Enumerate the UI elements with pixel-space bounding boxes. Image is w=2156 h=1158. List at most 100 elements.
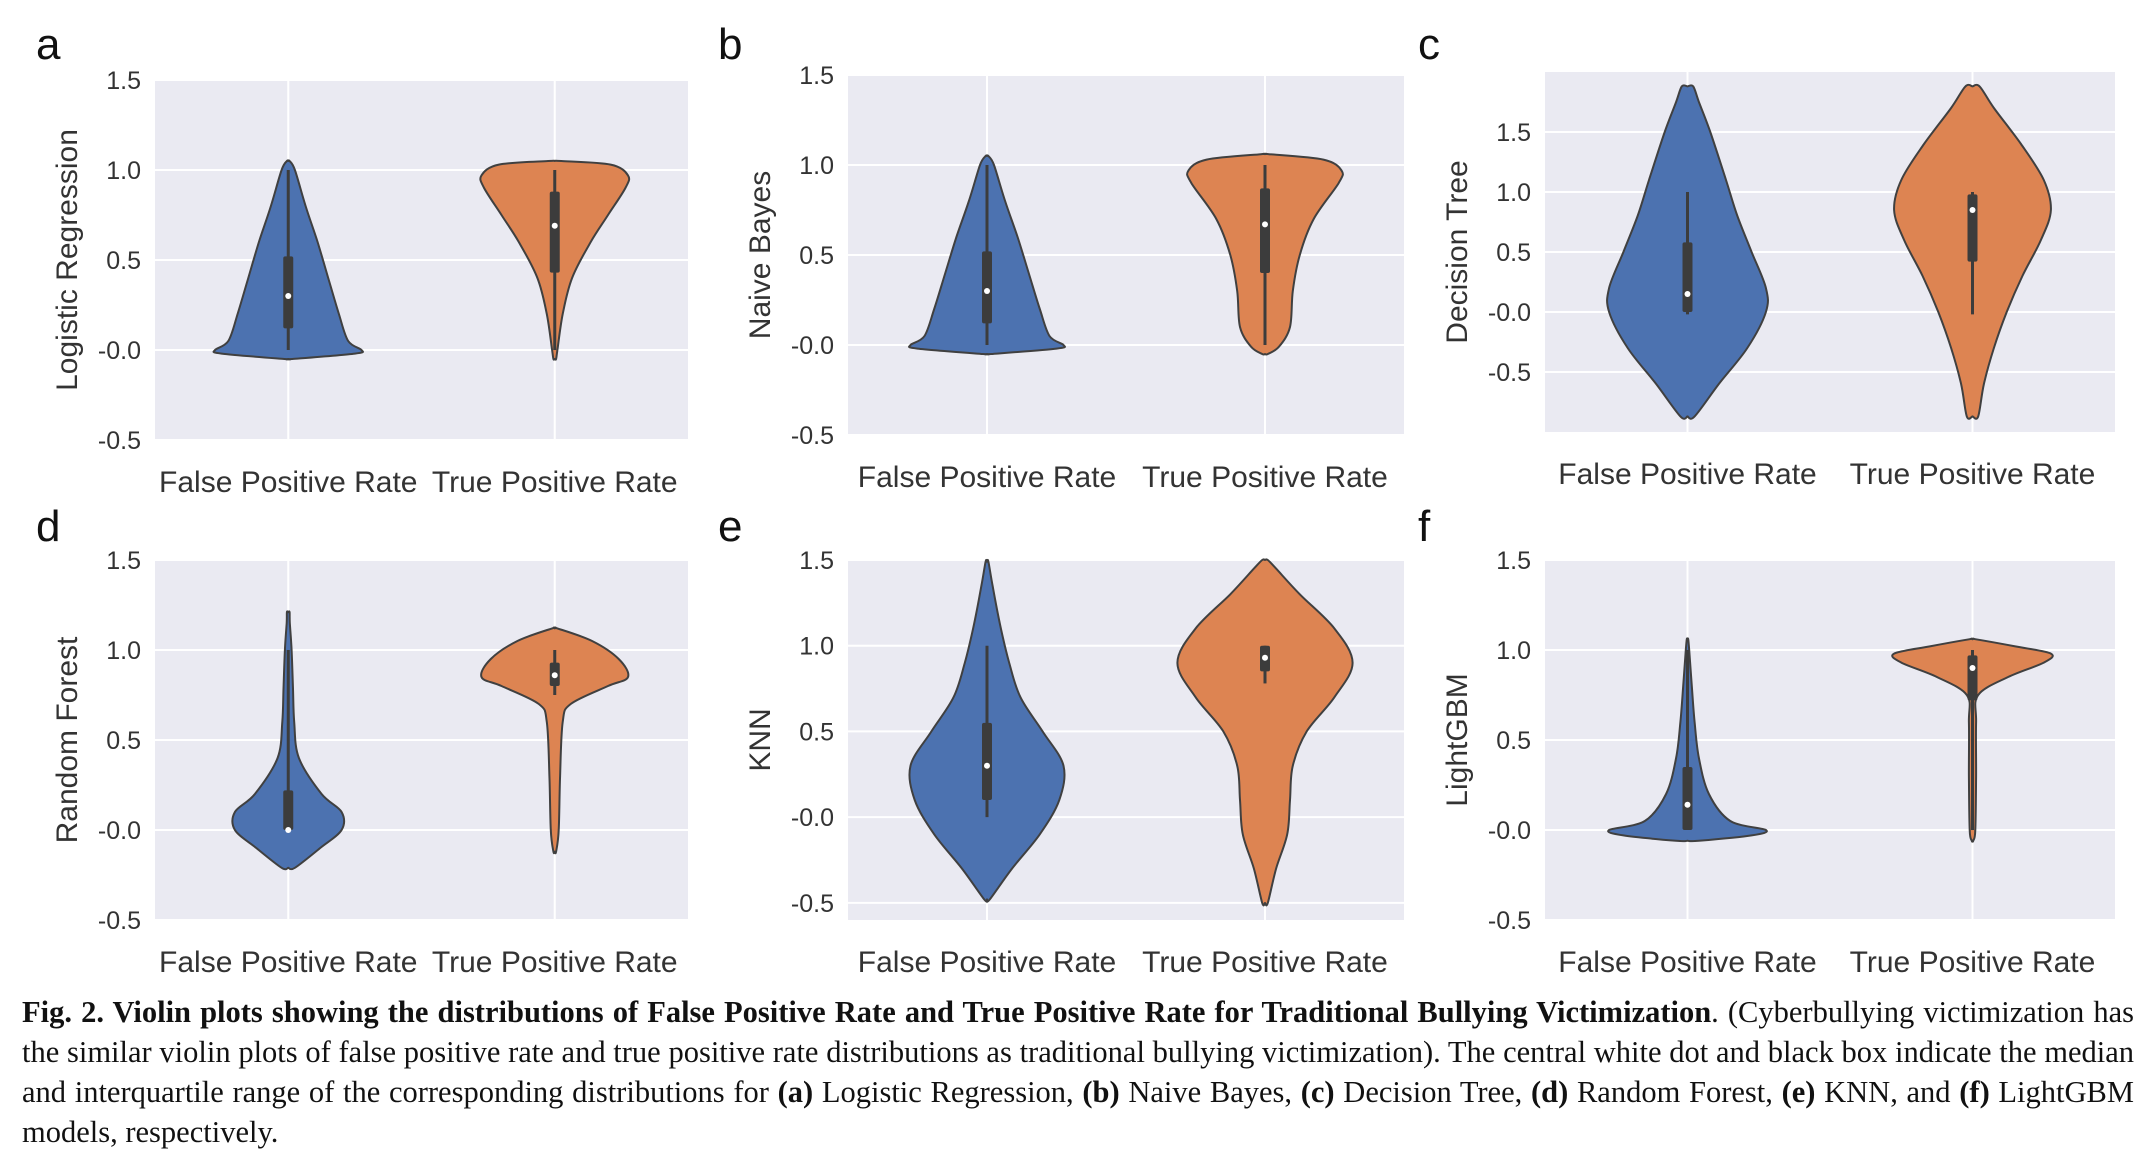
y-tick-label: -0.5 — [98, 427, 141, 455]
caption-ref-c: (c) — [1300, 1075, 1335, 1109]
violin-median-dot — [551, 222, 558, 229]
y-tick-label: -0.0 — [1488, 299, 1531, 327]
y-tick-label: 0.5 — [799, 242, 834, 270]
caption-ref-e: (e) — [1781, 1075, 1816, 1109]
violin-iqr-box — [1260, 188, 1270, 273]
violin-median-dot — [1262, 221, 1268, 228]
violin-median-dot — [1684, 801, 1691, 808]
panel-letter-a: a — [36, 20, 61, 69]
violin-iqr-box — [283, 790, 294, 830]
y-tick-label: 0.5 — [1496, 239, 1531, 267]
violin-median-dot — [285, 827, 292, 833]
figure-caption: Fig. 2. Violin plots showing the distrib… — [22, 992, 2134, 1152]
x-tick-label: True Positive Rate — [1142, 461, 1388, 494]
violin-median-dot — [1969, 207, 1976, 213]
caption-model-a: Logistic Regression, — [813, 1075, 1083, 1109]
y-tick-label: 1.5 — [106, 67, 141, 95]
violin-panel-d: -0.5 -0.0 0.5 1.0 1.5 False Positive Rate True… — [51, 547, 688, 979]
caption-model-c: Decision Tree, — [1334, 1075, 1531, 1109]
violin-median-dot — [1262, 654, 1268, 661]
y-tick-label: -0.0 — [791, 332, 834, 360]
caption-ref-b: (b) — [1082, 1075, 1120, 1109]
y-tick-label: 1.5 — [1496, 119, 1531, 147]
violin-panel-f: -0.5 -0.0 0.5 1.0 1.5 False Positive Rate True… — [1441, 547, 2115, 979]
panel-letter-e: e — [718, 502, 743, 551]
panel-letter-f: f — [1418, 502, 1431, 551]
y-tick-label: 1.0 — [1496, 637, 1531, 665]
y-tick-label: 1.5 — [799, 547, 834, 575]
caption-model-e: KNN, and — [1815, 1075, 1960, 1109]
y-tick-label: 1.5 — [1496, 547, 1531, 575]
violin-figure: -0.5 -0.0 0.5 1.0 1.5 False Positive Rate True… — [51, 62, 2115, 979]
violin-panel-a: -0.5 -0.0 0.5 1.0 1.5 False Positive Rate True… — [51, 67, 688, 499]
x-tick-label: True Positive Rate — [1850, 946, 2096, 979]
violin-panel-c: -0.5 -0.0 0.5 1.0 1.5 False Positive Rate True… — [1441, 72, 2115, 491]
y-tick-label: 1.0 — [106, 637, 141, 665]
y-axis-label: Logistic Regression — [51, 129, 84, 391]
violin-median-dot — [551, 672, 558, 679]
violin-body — [480, 626, 630, 855]
y-tick-label: -0.0 — [98, 337, 141, 365]
caption-ref-a: (a) — [777, 1075, 814, 1109]
caption-ref-d: (d) — [1530, 1075, 1569, 1109]
caption-text: . (Cyberbullying victimization has the s… — [22, 995, 2135, 1109]
y-tick-label: 0.5 — [106, 727, 141, 755]
x-tick-label: False Positive Rate — [1558, 946, 1816, 979]
x-tick-label: True Positive Rate — [432, 466, 678, 499]
violin-iqr-box — [549, 191, 560, 273]
y-tick-label: 1.5 — [106, 547, 141, 575]
x-tick-label: False Positive Rate — [159, 946, 417, 979]
violin-median-dot — [984, 288, 990, 294]
y-tick-label: -0.0 — [791, 804, 834, 832]
x-tick-label: True Positive Rate — [1850, 458, 2096, 491]
y-axis-label: LightGBM — [1441, 673, 1474, 806]
x-tick-label: False Positive Rate — [1558, 458, 1816, 491]
y-tick-label: 1.0 — [799, 152, 834, 180]
y-tick-label: 0.5 — [799, 718, 834, 746]
x-tick-label: True Positive Rate — [432, 946, 678, 979]
y-tick-label: 1.5 — [799, 62, 834, 90]
violin-median-dot — [1684, 291, 1691, 297]
x-tick-label: False Positive Rate — [858, 946, 1116, 979]
y-axis-label: Random Forest — [51, 636, 84, 843]
caption-lead: Fig. 2. Violin plots showing the distrib… — [22, 995, 1712, 1029]
violin-iqr-box — [1682, 242, 1693, 312]
violin-iqr-box — [1967, 655, 1978, 701]
violin-median-dot — [285, 293, 292, 299]
x-tick-label: False Positive Rate — [159, 466, 417, 499]
y-tick-label: 1.0 — [1496, 179, 1531, 207]
y-tick-label: 1.0 — [799, 633, 834, 661]
violin-iqr-box — [1967, 194, 1978, 262]
panel-letter-d: d — [36, 502, 61, 551]
y-tick-label: -0.0 — [98, 817, 141, 845]
y-axis-label: KNN — [744, 708, 777, 771]
y-tick-label: -0.5 — [1488, 907, 1531, 935]
y-tick-label: -0.5 — [1488, 359, 1531, 387]
panel-letter-c: c — [1418, 20, 1440, 69]
x-tick-label: True Positive Rate — [1142, 946, 1388, 979]
caption-ref-f: (f) — [1959, 1075, 1990, 1109]
violin-iqr-box — [982, 722, 992, 800]
y-tick-label: -0.5 — [791, 422, 834, 450]
y-axis-label: Naive Bayes — [744, 171, 777, 339]
caption-model-f: LightGBM models, respectively. — [22, 1075, 2134, 1149]
violin-iqr-box — [982, 251, 992, 324]
x-tick-label: False Positive Rate — [858, 461, 1116, 494]
y-tick-label: -0.0 — [1488, 817, 1531, 845]
violin-median-dot — [984, 762, 990, 769]
y-tick-label: 0.5 — [106, 247, 141, 275]
violin-iqr-box — [283, 256, 294, 329]
y-tick-label: -0.5 — [791, 890, 834, 918]
violin-body — [1176, 558, 1354, 907]
violin-iqr-box — [1682, 767, 1693, 830]
y-tick-label: -0.5 — [98, 907, 141, 935]
y-tick-label: 0.5 — [1496, 727, 1531, 755]
violin-panel-e: -0.5 -0.0 0.5 1.0 1.5 False Positive Rate True… — [744, 547, 1404, 979]
panel-letter-b: b — [718, 20, 743, 69]
y-axis-label: Decision Tree — [1441, 160, 1474, 343]
caption-model-d: Random Forest, — [1568, 1075, 1782, 1109]
violin-panel-b: -0.5 -0.0 0.5 1.0 1.5 False Positive Rate True… — [744, 62, 1404, 494]
violin-median-dot — [1969, 665, 1976, 671]
y-tick-label: 1.0 — [106, 157, 141, 185]
caption-model-b: Naive Bayes, — [1119, 1075, 1301, 1109]
